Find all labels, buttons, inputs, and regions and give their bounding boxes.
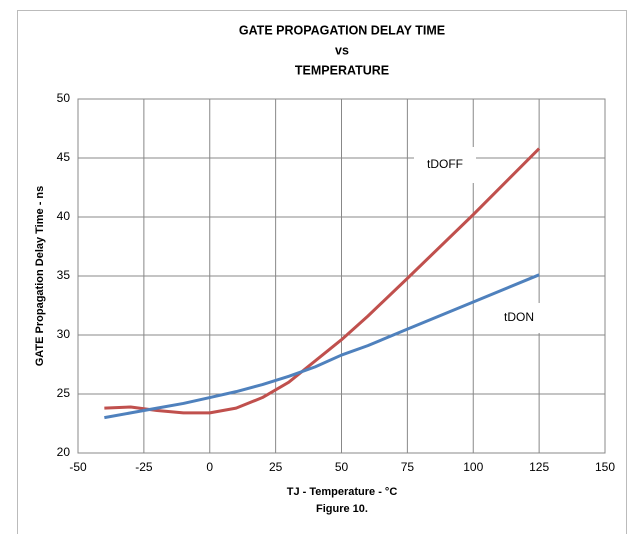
y-tick-label: 25 bbox=[57, 386, 71, 400]
x-tick-label: -50 bbox=[69, 460, 87, 474]
y-tick-label: 20 bbox=[57, 445, 71, 459]
x-axis-label: TJ - Temperature - °C bbox=[287, 486, 398, 498]
x-tick-label: -25 bbox=[135, 460, 153, 474]
figure-caption: Figure 10. bbox=[316, 503, 368, 515]
chart-title: TEMPERATURE bbox=[295, 63, 389, 77]
y-tick-label: 35 bbox=[57, 268, 71, 282]
chart-frame bbox=[17, 10, 627, 539]
label-box bbox=[488, 303, 550, 333]
data-line bbox=[104, 147, 541, 415]
chart-title: GATE PROPAGATION DELAY TIME bbox=[239, 23, 445, 37]
x-tick-label: 100 bbox=[463, 460, 483, 474]
y-tick-label: 45 bbox=[57, 150, 71, 164]
x-tick-label: 75 bbox=[401, 460, 415, 474]
x-tick-label: 0 bbox=[206, 460, 213, 474]
x-tick-label: 150 bbox=[595, 460, 615, 474]
x-tick-label: 50 bbox=[335, 460, 349, 474]
y-tick-label: 40 bbox=[57, 209, 71, 223]
x-tick-label: 125 bbox=[529, 460, 549, 474]
series-label: tDOFF bbox=[427, 157, 463, 171]
data-line bbox=[104, 273, 540, 420]
chart-title: vs bbox=[335, 43, 349, 57]
y-tick-label: 50 bbox=[57, 91, 71, 105]
y-axis-label: GATE Propagation Delay Time - ns bbox=[34, 186, 46, 367]
y-tick-label: 30 bbox=[57, 327, 71, 341]
series-label: tDON bbox=[504, 310, 534, 324]
x-tick-label: 25 bbox=[269, 460, 283, 474]
label-box bbox=[414, 147, 476, 183]
